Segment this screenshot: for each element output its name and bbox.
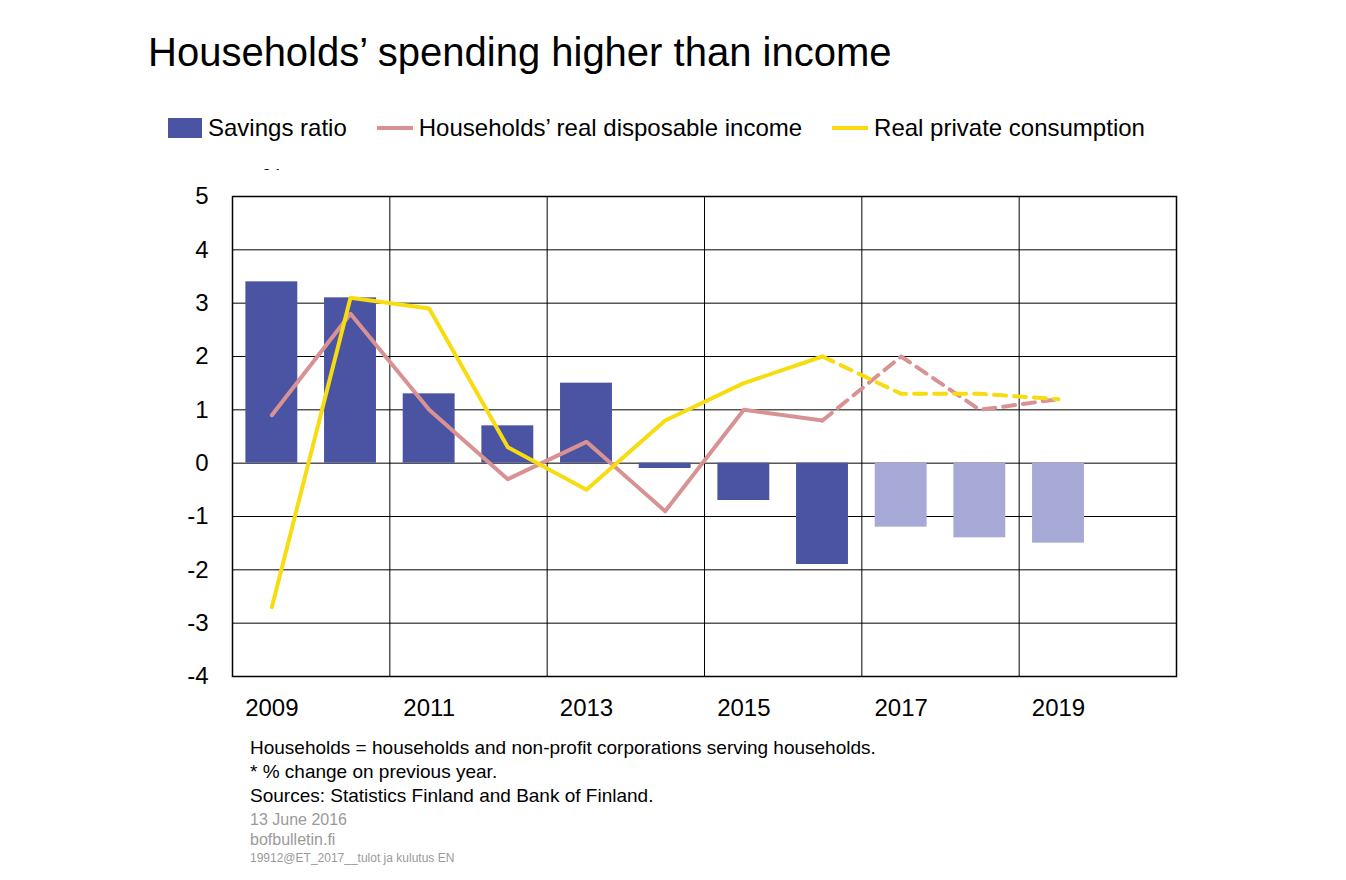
html-text:bofbulletin.fi: bofbulletin.fi: [250, 831, 336, 848]
svg-text:2013: 2013: [560, 694, 613, 721]
svg-text:3: 3: [195, 289, 208, 316]
svg-text:2015: 2015: [717, 694, 770, 721]
html-text:Real private consumption: Real private consumption: [874, 114, 1145, 141]
html-text:Sources: Statistics Finland an: Sources: Statistics Finland and Bank of …: [250, 785, 654, 806]
html-text:Households’ real disposable in: Households’ real disposable income: [418, 114, 803, 141]
svg-text:2: 2: [195, 342, 208, 369]
svg-text:2009: 2009: [245, 694, 298, 721]
svg-text:0: 0: [195, 449, 208, 476]
svg-text:5: 5: [195, 182, 208, 209]
svg-text:2017: 2017: [874, 694, 927, 721]
svg-text:1: 1: [195, 396, 208, 423]
html-text:19912@ET_2017__tulot ja kulutu: 19912@ET_2017__tulot ja kulutus EN: [250, 851, 455, 865]
html-text:Savings ratio: Savings ratio: [208, 114, 347, 141]
svg-text:2011: 2011: [403, 694, 455, 721]
svg-text:-2: -2: [187, 556, 208, 583]
svg-text:-3: -3: [187, 609, 208, 636]
html-text:13 June 2016: 13 June 2016: [250, 811, 347, 828]
html-text:* % change on previous year.: * % change on previous year.: [250, 761, 498, 782]
svg-text:2019: 2019: [1032, 694, 1085, 721]
svg-text:-1: -1: [187, 502, 208, 529]
html-text:Households = households and no: Households = households and non-profit c…: [250, 737, 876, 758]
html-text:Households’ spending higher th: Households’ spending higher than income: [148, 30, 892, 74]
svg-text:4: 4: [195, 236, 208, 263]
svg-text:-4: -4: [187, 662, 208, 689]
